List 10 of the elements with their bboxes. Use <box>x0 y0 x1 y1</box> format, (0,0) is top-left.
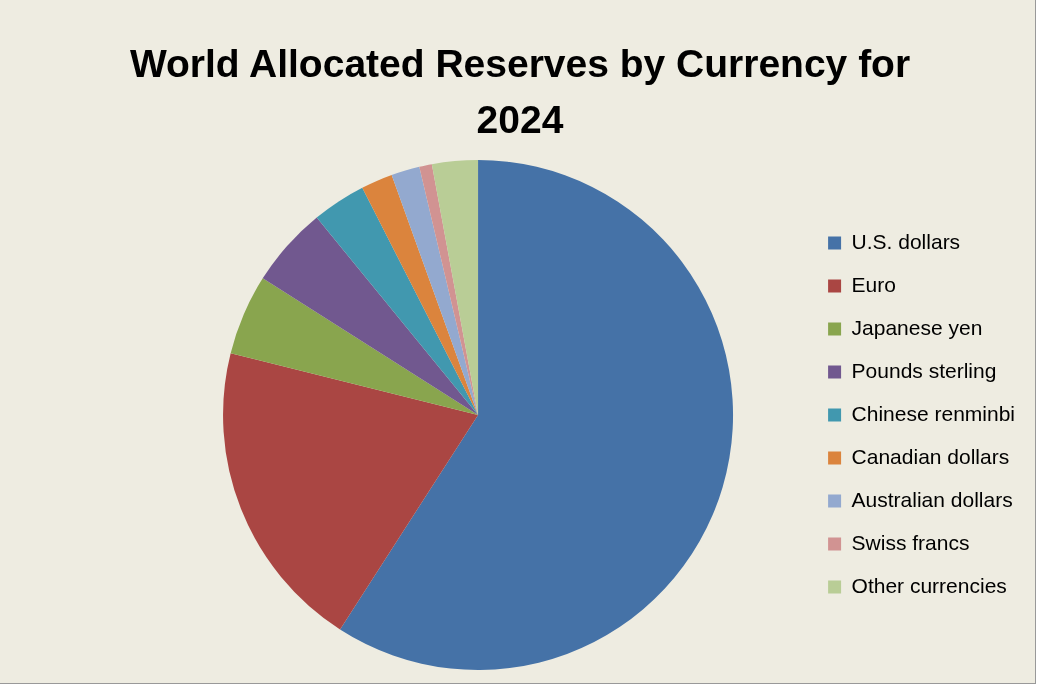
legend-label: Japanese yen <box>851 315 983 339</box>
legend-label: Canadian dollars <box>851 444 1010 468</box>
legend-label: Other currencies <box>851 573 1007 597</box>
legend-label: Swiss francs <box>851 530 970 554</box>
legend-label: Chinese renminbi <box>851 401 1016 425</box>
legend-label: Australian dollars <box>851 487 1013 511</box>
legend-label: U.S. dollars <box>851 229 961 253</box>
legend-label: Pounds sterling <box>851 358 997 382</box>
legend-label: Euro <box>851 272 896 296</box>
chart-title: World Allocated Reserves by Currency for 2024 <box>128 41 912 143</box>
